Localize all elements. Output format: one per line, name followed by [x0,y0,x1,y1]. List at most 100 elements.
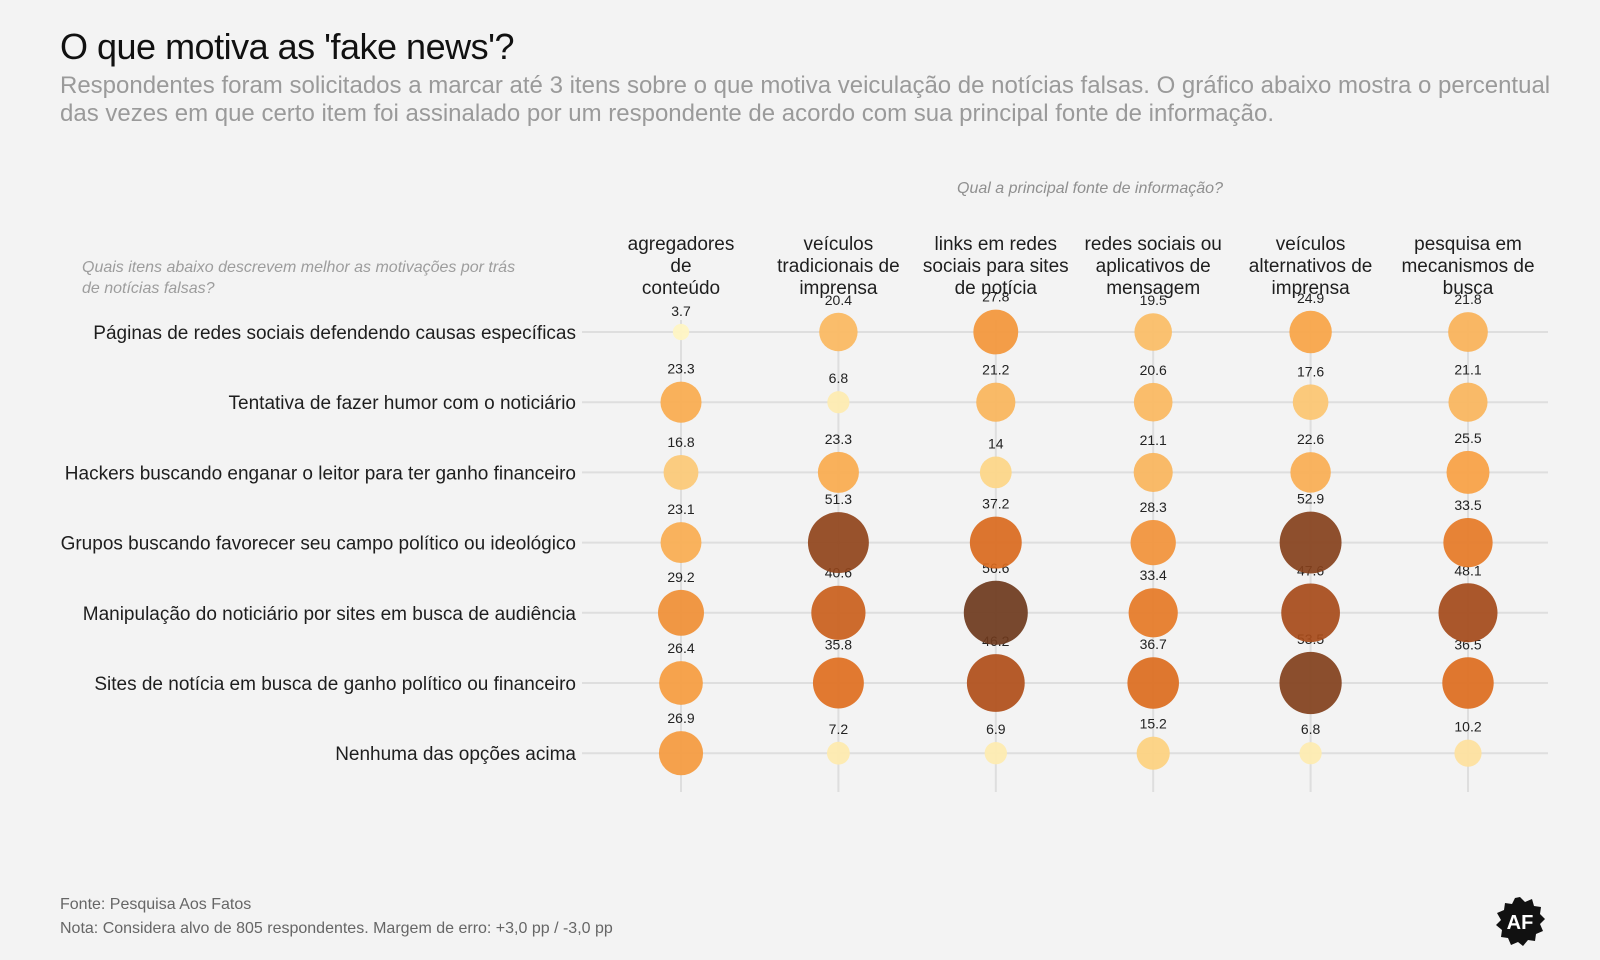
value-label: 28.3 [1140,499,1167,515]
bubble [1289,310,1332,354]
value-label: 21.1 [1454,362,1481,378]
value-label: 29.2 [667,569,694,585]
column-axis-label: Qual a principal fonte de informação? [957,180,1223,197]
bubble [826,741,850,765]
bubble [811,585,866,640]
bubble [1290,452,1331,493]
value-label: 26.4 [667,640,694,656]
column-header: agregadores de conteúdo [628,234,735,299]
value-label: 15.2 [1140,716,1167,732]
value-label: 36.7 [1140,636,1167,652]
bubble [969,516,1022,569]
bubble [1279,651,1342,715]
value-label: 26.9 [667,710,694,726]
value-label: 7.2 [829,721,849,737]
bubble [1281,583,1340,643]
bubble [1279,511,1342,574]
row-label: Grupos buscando favorecer seu campo polí… [61,534,576,555]
bubble [672,323,690,341]
chart-title: O que motiva as 'fake news'? [60,26,514,67]
bubble [984,742,1007,765]
value-label: 10.2 [1454,719,1481,735]
bubble [658,731,704,776]
chart-subtitle: Respondentes foram solicitados a marcar … [60,72,1551,127]
bubble [660,381,702,423]
value-label: 14 [988,436,1004,452]
value-label: 48.1 [1454,562,1481,578]
bubble [1299,742,1322,765]
value-label: 27.8 [982,289,1009,305]
bubble [827,391,850,414]
value-label: 33.5 [1454,497,1481,513]
logo-text: AF [1507,912,1534,934]
value-label: 21.2 [982,362,1009,378]
bubble [1443,517,1493,568]
row-label: Manipulação do noticiário por sites em b… [83,604,577,625]
value-label: 25.5 [1454,430,1481,446]
row-label: Páginas de redes sociais defendendo caus… [93,323,576,344]
bubble [1136,736,1170,770]
value-label: 19.5 [1140,292,1167,308]
aos-fatos-logo-icon: AF [1496,897,1545,946]
bubble [812,657,864,709]
column-header: veículos alternativos de imprensa [1249,234,1373,299]
value-label: 51.3 [825,491,852,507]
value-label: 52.9 [1297,491,1324,507]
bubble [979,456,1012,489]
bubble [973,309,1019,355]
bubble [663,454,699,490]
bubble [660,522,702,564]
value-label: 23.1 [667,501,694,517]
value-label: 21.8 [1454,291,1481,307]
value-label: 16.8 [667,434,694,450]
bubble [1448,312,1488,352]
bubble [1438,583,1498,643]
value-label: 6.8 [1301,721,1321,737]
value-label: 33.4 [1140,567,1167,583]
row-label: Tentativa de fazer humor com o noticiári… [229,393,576,414]
row-axis-label: Quais itens abaixo descrevem melhor as m… [82,259,515,297]
source-note: Fonte: Pesquisa Aos Fatos [60,896,252,913]
bubble [1448,382,1488,422]
value-label: 23.3 [667,361,694,377]
row-label: Hackers buscando enganar o leitor para t… [65,463,576,484]
bubble [659,661,703,705]
value-label: 3.7 [671,303,691,319]
bubble [1133,452,1173,492]
column-header: redes sociais ou aplicativos de mensagem [1085,234,1222,299]
column-header: veículos tradicionais de imprensa [777,234,900,299]
row-label: Nenhuma das opções acima [335,744,576,765]
bubble [1454,739,1482,767]
bubble [1130,519,1176,566]
method-note: Nota: Considera alvo de 805 respondentes… [60,920,613,937]
bubble [1442,657,1494,709]
bubble [807,512,869,574]
bubble [1133,382,1173,422]
value-label: 20.4 [825,292,852,308]
value-label: 23.3 [825,431,852,447]
bubble [1127,657,1179,709]
bubble [1128,588,1178,638]
value-label: 6.8 [829,370,849,386]
bubble [976,382,1016,422]
bubble [658,589,704,636]
bubble [966,654,1025,712]
bubble [819,312,858,352]
value-label: 20.6 [1140,362,1167,378]
row-label: Sites de notícia em busca de ganho polít… [94,674,576,695]
bubble [1446,450,1490,494]
value-label: 6.9 [986,721,1006,737]
value-label: 37.2 [982,496,1009,512]
bubble [1292,384,1329,421]
column-header: pesquisa em mecanismos de busca [1401,234,1534,299]
value-label: 21.1 [1140,432,1167,448]
bubble [963,580,1028,645]
value-label: 22.6 [1297,431,1324,447]
bubble [1134,313,1172,351]
value-label: 24.9 [1297,290,1324,306]
value-label: 17.6 [1297,363,1324,379]
value-label: 35.8 [825,637,852,653]
column-header: links em redes sociais para sites de notíc… [923,234,1069,299]
bubble [817,451,859,493]
